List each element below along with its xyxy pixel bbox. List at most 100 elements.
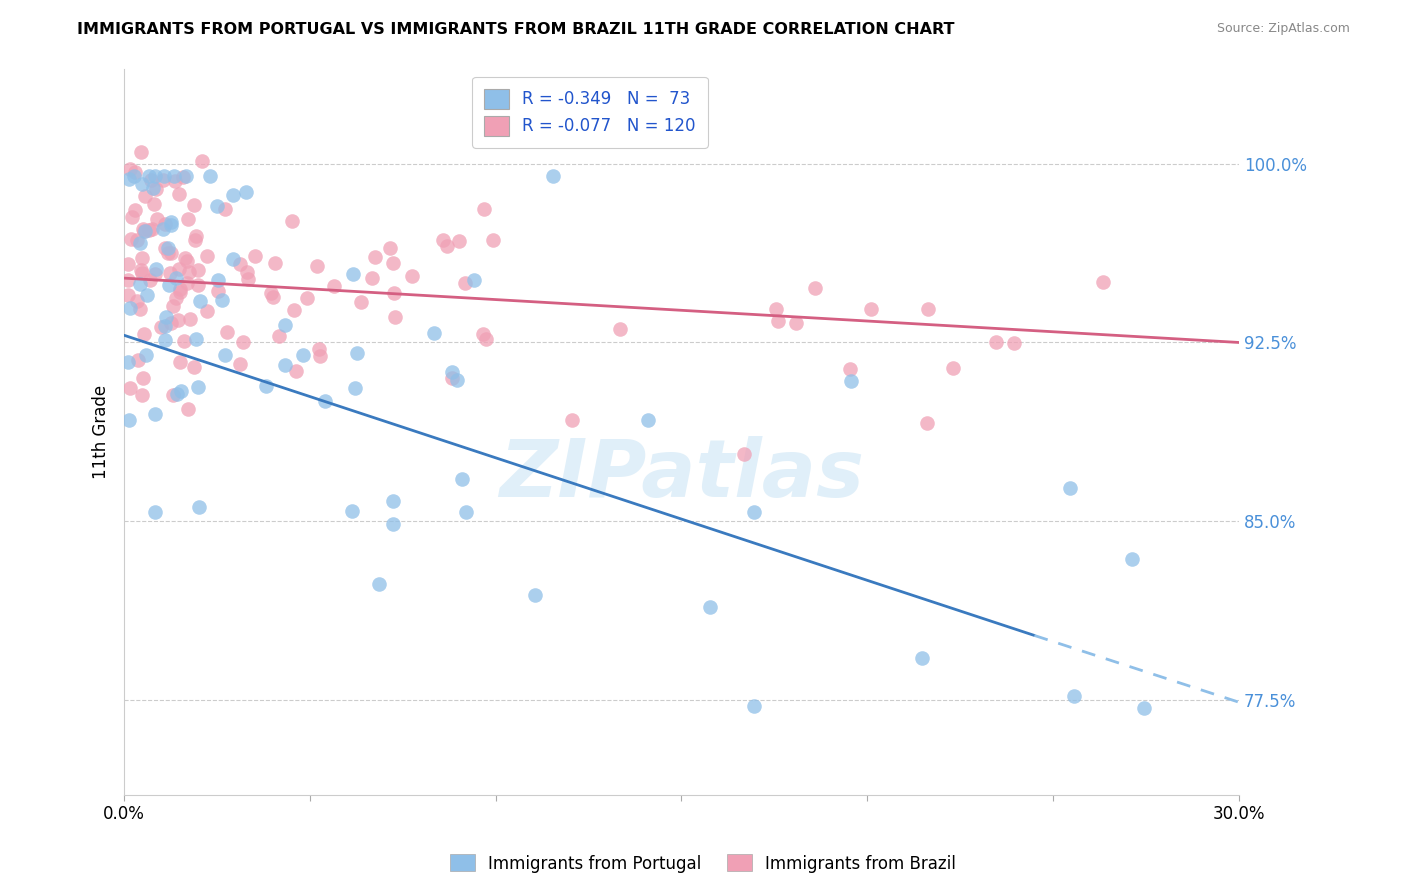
- Point: [342, 268, 364, 282]
- Point: [472, 327, 495, 342]
- Point: [195, 249, 218, 263]
- Point: [454, 277, 477, 291]
- Point: [174, 169, 197, 183]
- Point: [173, 334, 195, 348]
- Point: [170, 384, 193, 399]
- Point: [153, 334, 176, 348]
- Point: [138, 169, 160, 183]
- Point: [423, 326, 446, 340]
- Point: [274, 318, 297, 333]
- Point: [145, 505, 167, 519]
- Point: [742, 505, 765, 519]
- Point: [132, 326, 155, 341]
- Point: [207, 273, 229, 287]
- Point: [543, 169, 565, 183]
- Point: [145, 182, 167, 196]
- Point: [146, 212, 169, 227]
- Point: [187, 380, 209, 394]
- Point: [121, 231, 143, 245]
- Point: [131, 262, 153, 277]
- Point: [163, 169, 186, 183]
- Point: [128, 235, 150, 250]
- Point: [441, 365, 464, 379]
- Point: [159, 316, 181, 330]
- Point: [155, 241, 177, 255]
- Point: [188, 293, 211, 308]
- Point: [179, 265, 201, 279]
- Point: [262, 289, 284, 303]
- Point: [118, 161, 141, 176]
- Point: [183, 233, 205, 247]
- Point: [176, 277, 198, 291]
- Point: [153, 218, 176, 232]
- Legend: R = -0.349   N =  73, R = -0.077   N = 120: R = -0.349 N = 73, R = -0.077 N = 120: [472, 77, 707, 147]
- Point: [135, 348, 157, 362]
- Point: [143, 407, 166, 421]
- Point: [222, 187, 245, 202]
- Point: [309, 349, 332, 363]
- Point: [169, 285, 191, 300]
- Point: [186, 229, 208, 244]
- Point: [131, 222, 153, 236]
- Point: [117, 256, 139, 270]
- Point: [142, 181, 165, 195]
- Point: [524, 588, 547, 602]
- Point: [436, 239, 458, 253]
- Point: [157, 246, 180, 260]
- Point: [765, 301, 787, 316]
- Point: [292, 348, 315, 362]
- Point: [176, 253, 198, 268]
- Point: [560, 413, 582, 427]
- Point: [449, 235, 471, 249]
- Point: [143, 196, 166, 211]
- Point: [131, 177, 153, 191]
- Point: [229, 357, 252, 371]
- Point: [187, 278, 209, 293]
- Point: [1059, 481, 1081, 495]
- Point: [432, 233, 454, 247]
- Point: [1121, 552, 1143, 566]
- Point: [125, 293, 148, 308]
- Point: [368, 577, 391, 591]
- Point: [139, 273, 162, 287]
- Point: [197, 303, 219, 318]
- Point: [167, 187, 190, 202]
- Point: [162, 388, 184, 402]
- Point: [441, 371, 464, 385]
- Point: [915, 416, 938, 430]
- Point: [446, 373, 468, 387]
- Point: [134, 189, 156, 203]
- Point: [152, 173, 174, 187]
- Point: [232, 334, 254, 349]
- Point: [463, 272, 485, 286]
- Point: [207, 284, 229, 298]
- Point: [481, 233, 503, 247]
- Point: [121, 211, 143, 225]
- Point: [166, 313, 188, 327]
- Point: [117, 288, 139, 302]
- Point: [169, 355, 191, 369]
- Point: [264, 256, 287, 270]
- Point: [308, 342, 330, 356]
- Point: [344, 381, 367, 395]
- Point: [159, 267, 181, 281]
- Point: [136, 287, 159, 301]
- Text: IMMIGRANTS FROM PORTUGAL VS IMMIGRANTS FROM BRAZIL 11TH GRADE CORRELATION CHART: IMMIGRANTS FROM PORTUGAL VS IMMIGRANTS F…: [77, 22, 955, 37]
- Point: [381, 493, 404, 508]
- Point: [911, 651, 934, 665]
- Legend: Immigrants from Portugal, Immigrants from Brazil: Immigrants from Portugal, Immigrants fro…: [443, 847, 963, 880]
- Point: [191, 153, 214, 168]
- Point: [637, 413, 659, 427]
- Point: [117, 273, 139, 287]
- Point: [155, 310, 177, 325]
- Point: [295, 291, 318, 305]
- Point: [217, 325, 239, 339]
- Point: [128, 301, 150, 316]
- Point: [173, 251, 195, 265]
- Point: [166, 387, 188, 401]
- Point: [165, 291, 187, 305]
- Point: [454, 505, 477, 519]
- Point: [350, 294, 373, 309]
- Text: Source: ZipAtlas.com: Source: ZipAtlas.com: [1216, 22, 1350, 36]
- Point: [340, 504, 363, 518]
